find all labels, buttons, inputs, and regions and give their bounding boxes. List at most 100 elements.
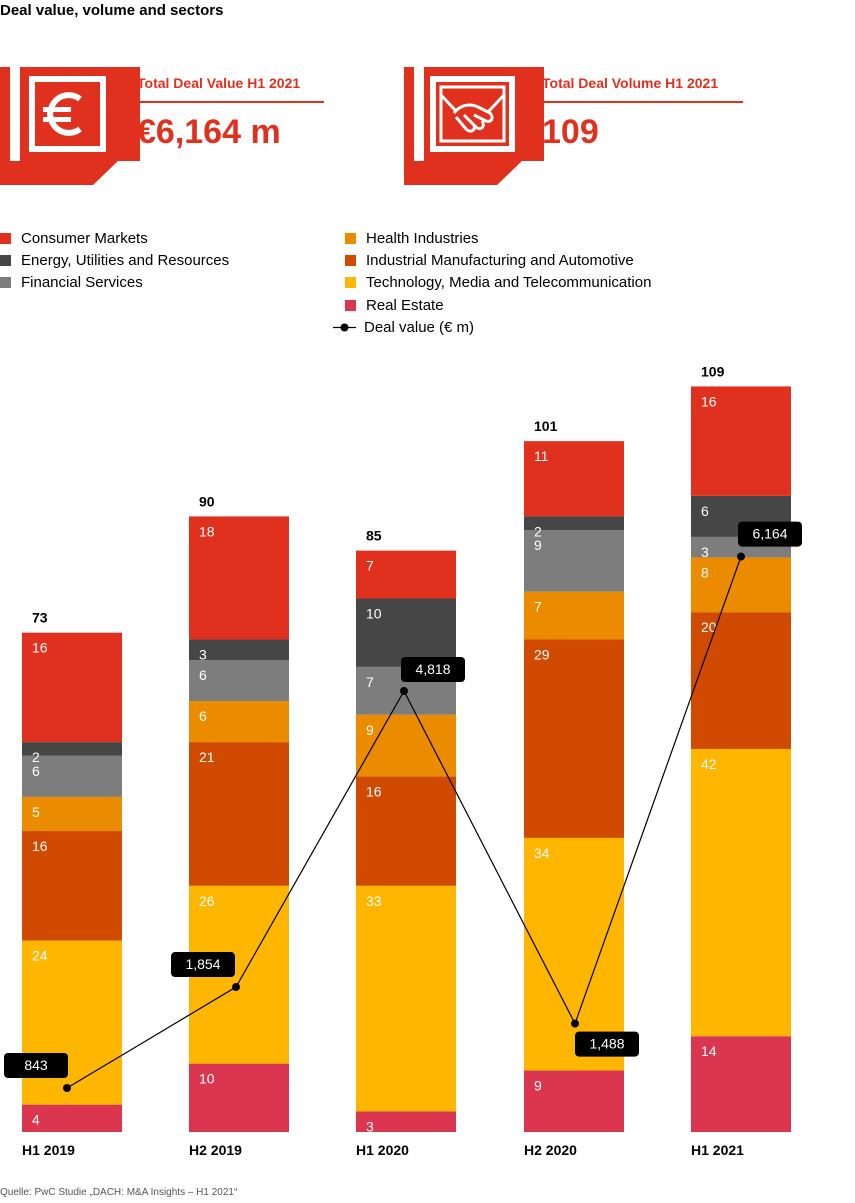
deal-value-label-box (4, 1053, 68, 1078)
bar-segment (189, 1063, 289, 1132)
legend-label: Health Industries (366, 230, 479, 247)
bar-total-label: 101 (534, 418, 558, 434)
bar-segment (356, 776, 456, 886)
legend-item-health-industries: Health Industries (345, 230, 479, 247)
legend-label: Technology, Media and Telecommunication (366, 274, 652, 291)
bar-segment-label: 18 (199, 523, 215, 539)
bar-segment-label: 8 (701, 564, 709, 580)
legend-swatch (345, 277, 356, 288)
legend-label: Financial Services (21, 274, 143, 291)
legend-label: Deal value (€ m) (364, 319, 475, 336)
legend-label: Consumer Markets (21, 230, 148, 247)
kpi-volume-label: Total Deal Volume H1 2021 (542, 75, 719, 91)
bar-segment-label: 29 (534, 647, 550, 663)
bar-segment (22, 755, 122, 797)
deal-value-point (571, 1019, 579, 1028)
bar-segment (22, 742, 122, 756)
deal-value-point (232, 983, 240, 992)
bar-segment (356, 550, 456, 599)
bar-segment-label: 6 (32, 763, 40, 779)
bar-segment-label: 9 (366, 722, 374, 738)
bar-segment-label: 20 (701, 619, 717, 635)
bar-segment-label: 2 (534, 523, 542, 539)
handshake-icon (439, 85, 506, 143)
kpi-volume-rule (542, 101, 743, 103)
legend-swatch (0, 233, 11, 244)
kpi-value-number: €6,164 m (137, 113, 281, 151)
bar-segment (524, 441, 624, 517)
bar-segment-label: 16 (32, 640, 48, 656)
source-note: Quelle: PwC Studie „DACH: M&A Insights –… (0, 1187, 238, 1198)
deal-value-label-box (575, 1031, 639, 1057)
bar-segment-label: 3 (366, 1118, 374, 1134)
bar-segment (524, 516, 624, 531)
deal-value-point (400, 687, 408, 695)
legend-swatch (345, 300, 356, 311)
legend-item-technology: Technology, Media and Telecommunication (345, 274, 651, 291)
bar-segment (356, 1111, 456, 1132)
legend-item-deal-value: Deal value (€ m) (333, 319, 475, 336)
bar-segment (524, 639, 624, 838)
bar-segment-label: 4 (32, 1112, 40, 1128)
x-tick-label: H1 2020 (356, 1142, 409, 1158)
deal-value-label: 1,854 (185, 956, 220, 972)
bar-segment-label: 9 (534, 537, 542, 553)
bar-segment-label: 26 (199, 893, 215, 909)
kpi-value-badge (0, 67, 140, 185)
bar-segment-label: 3 (701, 544, 709, 560)
bar-segment-label: 16 (701, 393, 717, 409)
bar-segment (22, 632, 122, 743)
legend-label: Real Estate (366, 297, 444, 314)
legend-item-consumer-markets: Consumer Markets (0, 230, 148, 247)
bar-segment (189, 742, 289, 886)
legend-label: Industrial Manufacturing and Automotive (366, 252, 634, 269)
bar-segment (189, 516, 289, 640)
bar-segment-label: 34 (534, 845, 550, 861)
euro-icon (43, 92, 82, 136)
bar-segment (189, 660, 289, 702)
bar-segment (22, 1104, 122, 1132)
bar-segment-label: 2 (32, 749, 40, 765)
bar-segment (22, 831, 122, 941)
kpi-volume-number: 109 (542, 113, 599, 151)
bar-segment (691, 386, 791, 496)
deal-value-point (737, 552, 745, 561)
bar-segment (691, 748, 791, 1037)
bar-segment (22, 940, 122, 1105)
deal-value-label: 843 (24, 1057, 48, 1073)
deal-value-label-box (401, 657, 465, 682)
legend-line-swatch (333, 323, 356, 332)
x-tick-label: H1 2019 (22, 1142, 75, 1158)
bar-segment-label: 16 (366, 783, 382, 799)
bar-segment-label: 6 (199, 667, 207, 683)
bar-segment (524, 591, 624, 640)
bar-total-label: 73 (32, 610, 48, 626)
legend-label: Energy, Utilities and Resources (21, 252, 230, 269)
deal-value-label: 1,488 (589, 1036, 624, 1052)
deal-value-point (63, 1084, 71, 1092)
x-tick-label: H2 2019 (189, 1142, 242, 1158)
bar-segment-label: 42 (701, 756, 717, 772)
legend-item-energy: Energy, Utilities and Resources (0, 252, 229, 269)
bar-segment-label: 21 (199, 749, 215, 765)
bar-segment-label: 7 (534, 599, 542, 615)
deal-value-label: 4,818 (415, 661, 450, 677)
legend-item-industrial-manufacturing: Industrial Manufacturing and Automotive (345, 252, 634, 269)
bar-segment (22, 796, 122, 832)
legend-item-real-estate: Real Estate (345, 297, 444, 314)
bar-segment (356, 885, 456, 1112)
kpi-volume-badge (404, 67, 544, 185)
bar-segment-label: 3 (199, 647, 207, 663)
bar-segment-label: 7 (366, 558, 374, 574)
bar-segment-label: 7 (366, 674, 374, 690)
bar-segment-label: 11 (534, 448, 549, 464)
bar-segment-label: 14 (701, 1043, 717, 1059)
deal-value-label-box (171, 952, 235, 978)
bar-segment-label: 33 (366, 893, 382, 909)
legend-swatch (0, 255, 11, 266)
kpi-value-rule (137, 101, 324, 103)
bar-total-label: 85 (366, 528, 382, 544)
x-tick-label: H2 2020 (524, 1142, 577, 1158)
x-tick-label: H1 2021 (691, 1142, 744, 1158)
